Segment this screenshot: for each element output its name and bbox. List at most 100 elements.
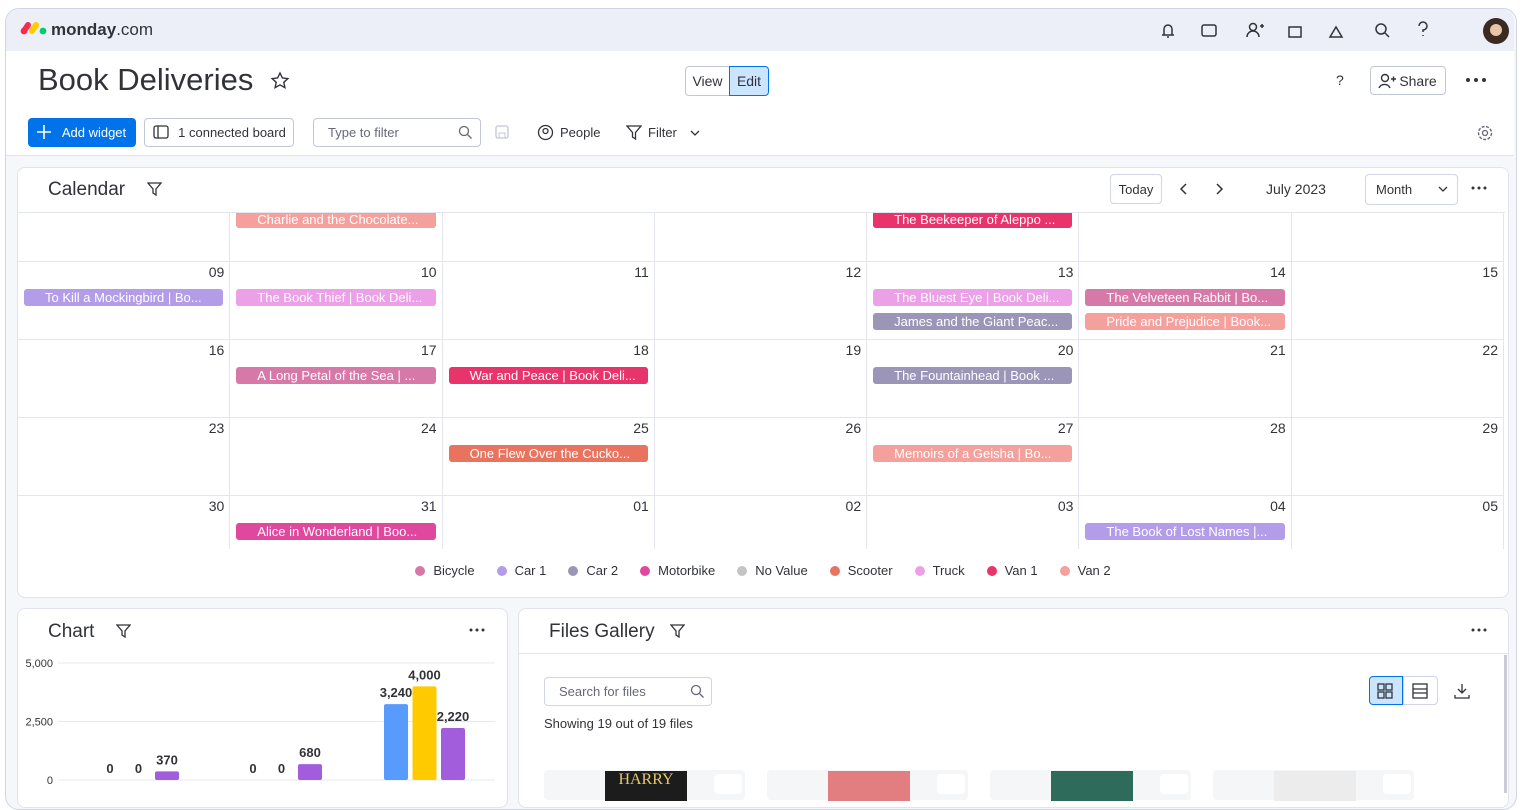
event[interactable]: Charlie and the Chocolate... bbox=[236, 213, 436, 228]
day-number: 19 bbox=[845, 342, 862, 358]
day-number: 09 bbox=[208, 264, 225, 280]
day-cell bbox=[1291, 213, 1504, 262]
toggle-icons bbox=[1377, 683, 1470, 699]
help-button[interactable]: ? bbox=[1336, 72, 1344, 88]
page: {"topbar":{"brand":"monday","brand_suffi… bbox=[5, 8, 1517, 810]
event[interactable]: Memoirs of a Geisha | Bo... bbox=[873, 445, 1073, 462]
more-menu[interactable] bbox=[1470, 184, 1488, 192]
day-cell: 12 bbox=[654, 262, 868, 340]
day-number: 13 bbox=[1057, 264, 1074, 280]
event[interactable]: To Kill a Mockingbird | Bo... bbox=[24, 289, 224, 306]
bar-chart: 0 2,500 5,000 0 0 3,240 0 0 4,000 370 680 2,220 bbox=[25, 658, 495, 785]
settings-icon[interactable] bbox=[1476, 124, 1494, 142]
file-cover bbox=[1051, 771, 1133, 801]
event[interactable]: Pride and Prejudice | Book... bbox=[1085, 313, 1285, 330]
legend-item: Scooter bbox=[829, 563, 893, 578]
event[interactable]: The Book Thief | Book Deli... bbox=[236, 289, 436, 306]
file-cover bbox=[828, 771, 910, 801]
filter-input[interactable]: Type to filter bbox=[313, 118, 481, 147]
day-cell: The Beekeeper of Aleppo ... bbox=[867, 213, 1080, 262]
view-button[interactable]: View bbox=[685, 66, 730, 96]
legend-label: Van 1 bbox=[1004, 563, 1038, 578]
event[interactable]: A Long Petal of the Sea | ... bbox=[236, 367, 436, 384]
day-cell: 14 The Velveteen Rabbit | Bo... Pride and … bbox=[1079, 262, 1292, 340]
event[interactable]: The Fountainhead | Book ... bbox=[873, 367, 1073, 384]
value-label: 3,240 bbox=[380, 685, 413, 700]
value-label: 0 bbox=[278, 761, 285, 776]
file-card[interactable] bbox=[1213, 770, 1414, 801]
file-card[interactable] bbox=[990, 770, 1191, 801]
day-cell: 21 bbox=[1079, 340, 1292, 418]
day-cell: 30 bbox=[18, 496, 231, 549]
scrollbar bbox=[1504, 655, 1507, 793]
day-cell: 26 bbox=[654, 418, 868, 496]
legend: Bicycle Car 1 Car 2 Motorbike No Value Scoote… bbox=[18, 563, 1508, 578]
day-cell: 23 bbox=[18, 418, 231, 496]
event[interactable]: The Beekeeper of Aleppo ... bbox=[873, 213, 1073, 228]
day-cell: 05 bbox=[1292, 496, 1504, 549]
filter-icon[interactable] bbox=[147, 182, 162, 196]
connected-board-button[interactable]: 1 connected board bbox=[144, 118, 294, 147]
chart-title: Chart bbox=[48, 621, 95, 642]
people-button[interactable]: People bbox=[560, 125, 601, 140]
day-cell: 22 bbox=[1291, 340, 1504, 418]
y-tick-label: 2,500 bbox=[25, 717, 53, 729]
event[interactable]: James and the Giant Peac... bbox=[873, 313, 1073, 330]
legend-item: Bicycle bbox=[415, 563, 475, 578]
legend-label: Car 1 bbox=[514, 563, 547, 578]
star-icon[interactable] bbox=[270, 71, 290, 91]
legend-item: Van 1 bbox=[986, 563, 1038, 578]
legend-label: Van 2 bbox=[1077, 563, 1111, 578]
day-cell: 25 One Flew Over the Cucko... bbox=[442, 418, 655, 496]
day-number: 27 bbox=[1057, 420, 1074, 436]
nav-arrows[interactable] bbox=[1176, 181, 1228, 197]
files-search[interactable]: Search for files bbox=[544, 677, 712, 706]
filter-icon[interactable] bbox=[670, 624, 685, 638]
filter-icon bbox=[626, 125, 642, 140]
legend-label: Motorbike bbox=[658, 563, 716, 578]
more-menu[interactable] bbox=[1470, 626, 1488, 634]
event[interactable]: The Book of Lost Names |... bbox=[1085, 523, 1285, 540]
top-icons[interactable] bbox=[1156, 17, 1516, 45]
day-number: 02 bbox=[845, 498, 862, 514]
value-label: 680 bbox=[299, 745, 321, 760]
save-icon[interactable] bbox=[494, 124, 510, 140]
legend-label: Truck bbox=[932, 563, 965, 578]
day-number: 11 bbox=[634, 264, 649, 280]
file-card[interactable] bbox=[767, 770, 968, 801]
file-cover: HARRY bbox=[605, 771, 687, 801]
event[interactable]: The Bluest Eye | Book Deli... bbox=[873, 289, 1073, 306]
day-number: 21 bbox=[1270, 342, 1286, 358]
more-menu[interactable] bbox=[468, 626, 486, 634]
day-number: 15 bbox=[1482, 264, 1498, 280]
mode-select[interactable]: Month bbox=[1365, 174, 1458, 205]
day-cell: 27 Memoirs of a Geisha | Bo... bbox=[867, 418, 1080, 496]
day-cell: 04 The Book of Lost Names |... bbox=[1079, 496, 1292, 549]
edit-button[interactable]: Edit bbox=[729, 66, 769, 96]
event[interactable]: Alice in Wonderland | Boo... bbox=[236, 523, 436, 540]
legend-dot bbox=[640, 565, 651, 576]
file-cover bbox=[1274, 771, 1356, 801]
day-number: 20 bbox=[1057, 342, 1074, 358]
filter-icon[interactable] bbox=[116, 624, 131, 638]
day-number: 26 bbox=[845, 420, 862, 436]
share-button[interactable]: Share bbox=[1370, 66, 1446, 95]
legend-label: Car 2 bbox=[586, 563, 619, 578]
legend-dot bbox=[737, 565, 748, 576]
value-label: 2,220 bbox=[437, 709, 470, 724]
legend-item: Truck bbox=[914, 563, 965, 578]
event[interactable]: War and Peace | Book Deli... bbox=[448, 367, 648, 384]
files-count: Showing 19 out of 19 files bbox=[544, 716, 693, 731]
filter-button[interactable]: Filter bbox=[648, 125, 677, 140]
brand-name: monday bbox=[51, 20, 117, 39]
event[interactable]: The Velveteen Rabbit | Bo... bbox=[1085, 289, 1285, 306]
card-badge bbox=[714, 774, 742, 794]
files-search-placeholder: Search for files bbox=[559, 684, 646, 699]
today-button[interactable]: Today bbox=[1110, 174, 1162, 204]
value-label: 0 bbox=[106, 761, 113, 776]
card-badge bbox=[1383, 774, 1411, 794]
list-view-toggle[interactable] bbox=[1403, 676, 1438, 705]
more-menu[interactable] bbox=[1465, 74, 1487, 86]
event[interactable]: One Flew Over the Cucko... bbox=[448, 445, 648, 462]
file-card[interactable]: HARRY bbox=[544, 770, 745, 801]
